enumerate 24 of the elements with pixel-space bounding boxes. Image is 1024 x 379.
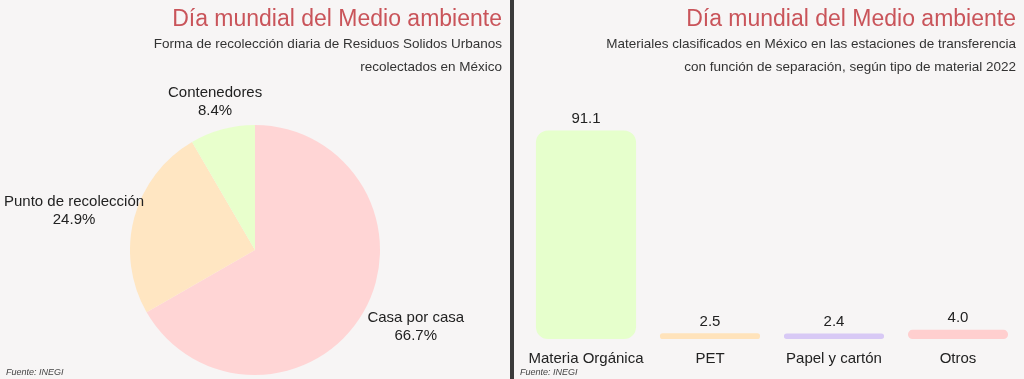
bar (783, 333, 885, 339)
chart-title: Día mundial del Medio ambiente (685, 4, 1016, 32)
data-label: 8.4% (197, 101, 233, 119)
x-tick-label: PET (695, 349, 725, 367)
slice-label: Punto de recolección (4, 191, 145, 209)
x-tick-label: Papel y cartón (786, 349, 882, 367)
bar (907, 329, 1009, 339)
bar (659, 333, 761, 339)
data-label: 4.0 (947, 308, 969, 326)
x-tick-label: Otros (939, 349, 977, 367)
data-label: 2.5 (699, 311, 721, 329)
chart-subtitle: Materiales clasificados en México en las estaciones de transferencia con función de separación, según tipo de material 2022 (605, 35, 1016, 76)
slice-label: Contenedores (167, 83, 263, 101)
chart-title: Día mundial del Medio ambiente (171, 4, 502, 32)
slice-label: Casa por casa (367, 307, 465, 325)
source-note: Fuente: INEGI (6, 367, 64, 377)
data-label: 66.7% (394, 325, 438, 343)
data-label: 2.4 (823, 312, 845, 330)
source-note: Fuente: INEGI (520, 367, 578, 377)
data-label: 24.9% (52, 209, 96, 227)
data-label: 91.1 (571, 109, 601, 127)
bar (535, 130, 637, 339)
chart-subtitle: Forma de recolección diaria de Residuos Solidos Urbanos recolectados en México (152, 35, 502, 76)
x-tick-label: Materia Orgánica (528, 349, 645, 367)
